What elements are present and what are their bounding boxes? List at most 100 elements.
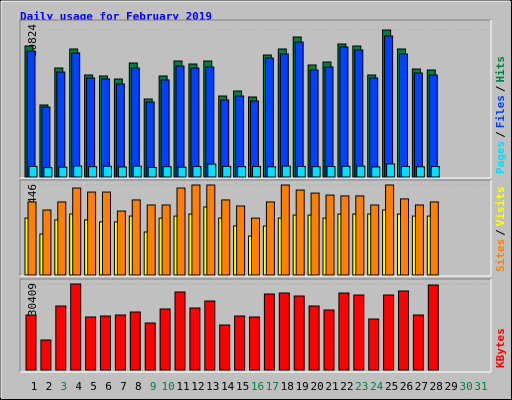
bar (413, 72, 423, 178)
bar (323, 309, 335, 371)
bar (237, 166, 247, 178)
bar (100, 315, 111, 371)
bar (41, 106, 51, 178)
bar (293, 295, 305, 371)
bar (281, 165, 291, 178)
legend-separator: / (494, 131, 507, 138)
bar (354, 49, 364, 178)
bar (73, 165, 83, 178)
bar (370, 204, 380, 276)
bar (116, 210, 126, 276)
bar (294, 41, 304, 178)
x-tick-label: 10 (161, 380, 174, 393)
x-tick-label: 16 (251, 380, 264, 393)
x-tick-label: 2 (46, 380, 53, 393)
bar (207, 163, 217, 178)
x-tick-label: 12 (191, 380, 204, 393)
bar (57, 201, 67, 276)
legend-entry: Sites (494, 239, 507, 272)
bar (278, 292, 290, 371)
bar (26, 50, 36, 178)
bar (102, 191, 111, 276)
bar (86, 77, 96, 178)
bar (72, 187, 82, 276)
bar (252, 166, 261, 178)
x-tick-label: 29 (445, 380, 458, 393)
x-tick-label: 8 (135, 380, 142, 393)
bar (309, 69, 319, 178)
bar (85, 316, 97, 371)
bar (103, 165, 112, 178)
bar (384, 35, 394, 178)
bar (28, 165, 38, 178)
bar (429, 201, 439, 276)
bar (279, 53, 289, 178)
bar (324, 66, 334, 178)
x-tick-label: 22 (340, 380, 353, 393)
bar (339, 46, 349, 178)
bar (174, 291, 186, 371)
bar (162, 166, 172, 178)
legend-entry: Hits (494, 56, 507, 83)
bar (204, 300, 216, 371)
x-tick-label: 30 (459, 380, 472, 393)
bar (40, 339, 52, 371)
bar (265, 201, 275, 276)
x-tick-label: 15 (236, 380, 249, 393)
bar (146, 204, 156, 276)
bar (160, 79, 170, 178)
bar (356, 165, 366, 178)
legend-entry: KBytes (494, 328, 507, 368)
bar (206, 184, 216, 276)
bar (161, 204, 171, 276)
x-tick-label: 27 (415, 380, 428, 393)
bar (177, 166, 187, 178)
bar (70, 283, 82, 371)
bar (430, 166, 440, 178)
x-tick-label: 6 (105, 380, 112, 393)
bar (189, 307, 201, 371)
bar (326, 166, 336, 178)
bar (263, 293, 275, 371)
x-tick-label: 11 (176, 380, 189, 393)
bar (129, 311, 141, 371)
bar (371, 166, 381, 178)
x-tick-label: 31 (474, 380, 487, 393)
bar (219, 324, 231, 371)
bar (71, 52, 81, 178)
bar (340, 195, 350, 276)
legend-entry: Visits (494, 187, 507, 227)
bar (355, 195, 365, 276)
bar (220, 99, 230, 178)
legend-entry: Files (494, 95, 507, 128)
bar (27, 201, 37, 276)
bar (42, 209, 52, 276)
bar (190, 67, 200, 178)
bar (398, 290, 409, 371)
bar (412, 314, 424, 371)
bar (131, 199, 141, 276)
bar (144, 322, 156, 371)
bar (205, 66, 215, 178)
bar (87, 191, 97, 276)
bar (132, 165, 142, 178)
x-tick-label: 4 (75, 380, 82, 393)
x-tick-label: 20 (310, 380, 323, 393)
y-tick-label: 446 (26, 184, 39, 204)
legend-separator: / (494, 229, 507, 236)
bar (56, 71, 66, 178)
bar (295, 189, 305, 276)
bar (428, 74, 438, 178)
bar (114, 314, 126, 371)
x-tick-label: 7 (120, 380, 127, 393)
bar (368, 318, 380, 371)
bar (311, 166, 321, 178)
x-tick-label: 25 (385, 380, 398, 393)
bar (55, 305, 67, 371)
bar (310, 192, 320, 276)
x-tick-label: 1 (31, 380, 38, 393)
bar (43, 167, 53, 178)
bar (115, 83, 125, 178)
x-tick-label: 17 (266, 380, 279, 393)
bar (369, 77, 379, 178)
